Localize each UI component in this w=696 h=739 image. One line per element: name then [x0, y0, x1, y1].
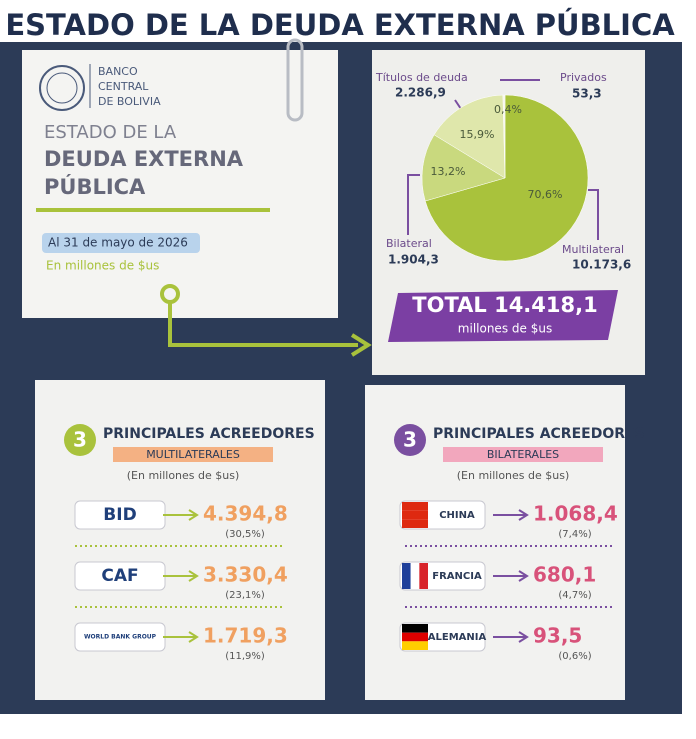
- arrow-head: [518, 509, 529, 521]
- value-label: 0,4%: [494, 103, 522, 116]
- subtitle: MULTILATERALES: [146, 448, 240, 461]
- amount: 680,1: [533, 563, 596, 587]
- category-label: Bilateral: [386, 237, 432, 250]
- creditor-name: BID: [103, 505, 136, 525]
- creditor-name: ALEMANIA: [428, 632, 487, 643]
- flag: [402, 502, 428, 511]
- creditor-name: CHINA: [439, 510, 475, 521]
- flag: [402, 632, 428, 642]
- date: Al 31 de mayo de 2026: [48, 236, 188, 250]
- creditor-name: CAF: [101, 566, 138, 586]
- amount: 1.068,4: [533, 502, 618, 526]
- amount: 3.330,4: [203, 563, 288, 587]
- share: (23,1%): [225, 590, 265, 601]
- amount: 4.394,8: [203, 502, 288, 526]
- value-label: 70,6%: [528, 188, 563, 201]
- pie-slice: [424, 94, 589, 262]
- cards: 3 PRINCIPALES ACREEDORES MULTILATERALES (En…: [64, 424, 645, 662]
- share: (0,6%): [558, 651, 591, 662]
- number: 3: [403, 428, 417, 452]
- share: (11,9%): [225, 651, 265, 662]
- arrow-head: [188, 509, 199, 521]
- arrow-head: [188, 570, 199, 582]
- share: (4,7%): [558, 590, 591, 601]
- heading: PRINCIPALES ACREEDORES: [103, 426, 315, 442]
- unit: En millones de $us: [46, 259, 159, 273]
- amount: 93,5: [533, 624, 582, 648]
- flag: [402, 624, 428, 633]
- bank-name: DE BOLIVIA: [98, 95, 161, 108]
- arrow-head: [188, 631, 199, 643]
- connector-arrow: [350, 333, 372, 357]
- share: (7,4%): [558, 529, 591, 540]
- pie-slice: [502, 94, 506, 179]
- creditor-name: WORLD BANK GROUP: [84, 634, 157, 641]
- paperclip: [286, 38, 304, 122]
- date-badge: [42, 233, 200, 253]
- amount: 10.173,6: [572, 258, 631, 272]
- flag: [402, 641, 428, 650]
- bank-name: CENTRAL: [98, 80, 149, 93]
- bank-name: BANCO: [98, 65, 138, 78]
- total-unit: millones de $us: [458, 322, 552, 336]
- category-label: Privados: [560, 71, 607, 84]
- number-badge: [394, 424, 426, 456]
- unit: (En millones de $us): [127, 469, 240, 482]
- subtitle-band: [443, 447, 603, 462]
- flag: [402, 563, 411, 589]
- value-label: 13,2%: [431, 165, 466, 178]
- paper-intro: [22, 50, 338, 318]
- flag: [402, 519, 428, 528]
- heading: PRINCIPALES ACREEDORES: [433, 426, 645, 442]
- subtitle-band: [113, 447, 273, 462]
- category-label: Títulos de deuda: [375, 71, 468, 84]
- subtitle: BILATERALES: [487, 448, 559, 461]
- pie: 70,6% 13,2% 15,9% 0,4%: [421, 94, 589, 262]
- bank-logo: [39, 65, 85, 111]
- number: 3: [73, 428, 87, 452]
- flag: [410, 563, 420, 589]
- flag: [402, 510, 428, 520]
- intro-title: PÚBLICA: [44, 174, 146, 199]
- share: (30,5%): [225, 529, 265, 540]
- value-label: 15,9%: [460, 128, 495, 141]
- amount: 1.719,3: [203, 624, 288, 648]
- arrow-head: [518, 631, 529, 643]
- intro-title: ESTADO DE LA: [44, 122, 177, 143]
- creditor-name: FRANCIA: [432, 571, 482, 582]
- total-banner: [388, 290, 618, 342]
- category-label: Multilateral: [562, 243, 624, 256]
- arrow-head: [518, 570, 529, 582]
- number-badge: [64, 424, 96, 456]
- pie-slice: [421, 134, 506, 202]
- flag: [419, 563, 428, 589]
- unit: (En millones de $us): [457, 469, 570, 482]
- page-title: ESTADO DE LA DEUDA EXTERNA PÚBLICA: [5, 8, 675, 42]
- connector: [168, 302, 358, 347]
- amount: 1.904,3: [388, 253, 439, 267]
- amount: 2.286,9: [395, 86, 446, 100]
- amount: 53,3: [572, 87, 602, 101]
- callout-line: [407, 79, 599, 240]
- pie-slice: [433, 94, 506, 179]
- intro-title: DEUDA EXTERNA: [44, 147, 244, 171]
- total: TOTAL 14.418,1: [412, 293, 597, 317]
- bank-logo: [46, 72, 78, 104]
